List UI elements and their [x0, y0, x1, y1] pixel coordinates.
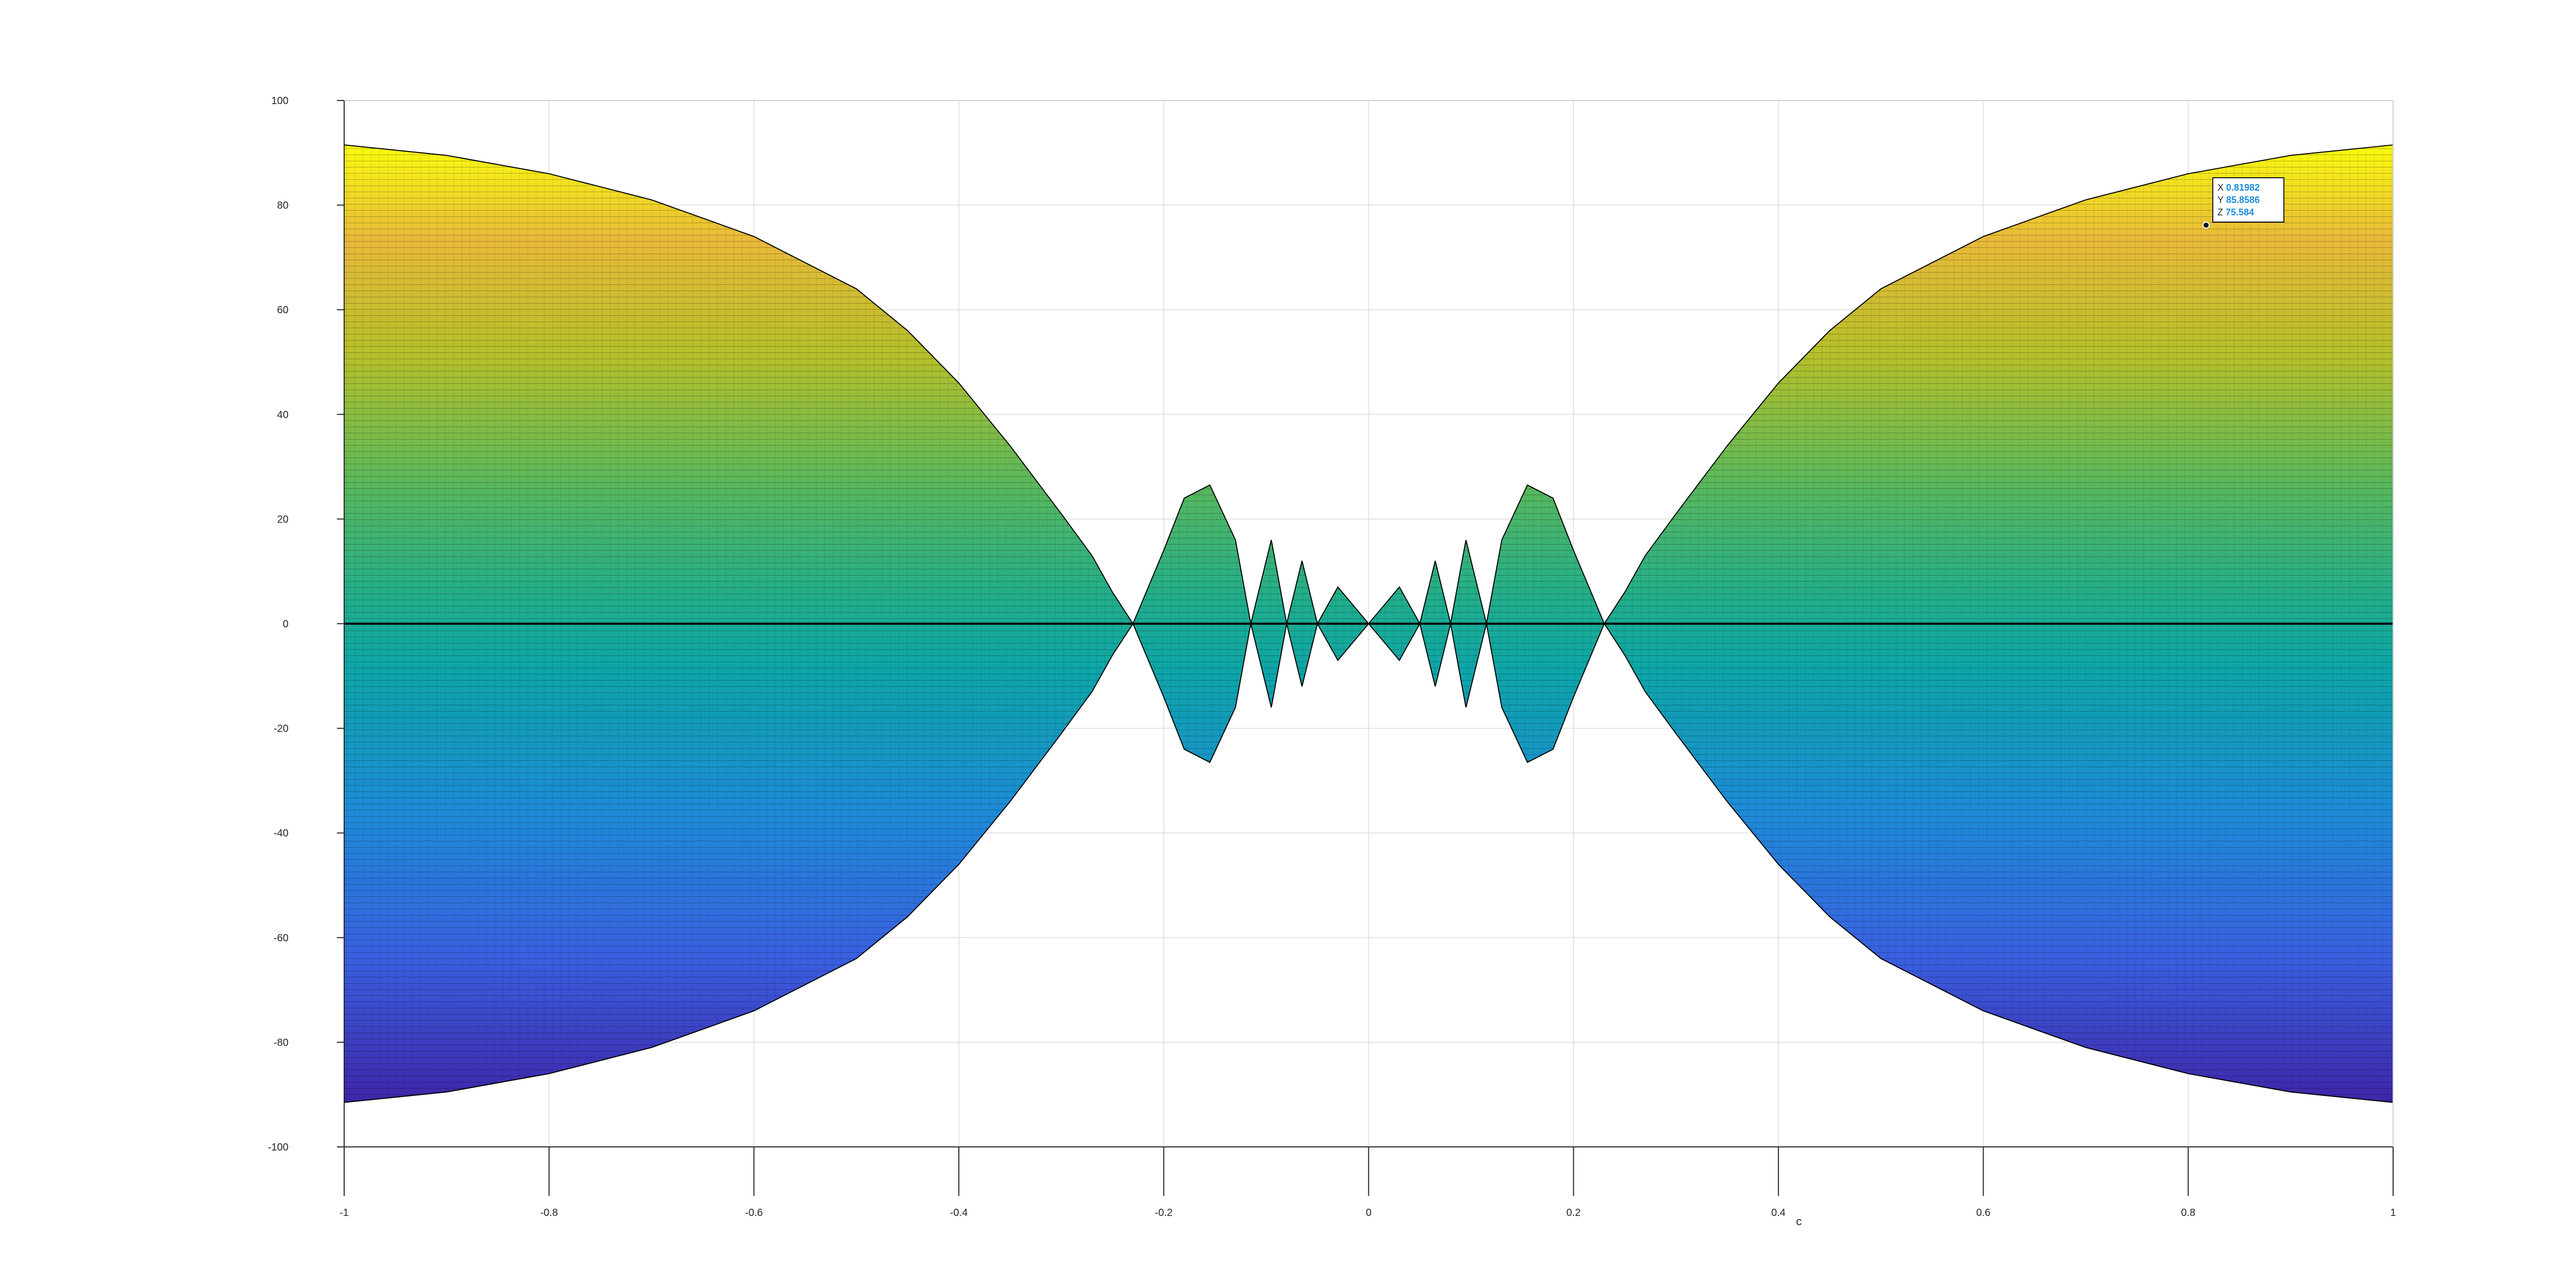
datatip-marker[interactable] [2202, 222, 2210, 229]
datatip-z-value: 75.584 [2226, 207, 2255, 217]
y-tick-label-3: 40 [277, 409, 289, 420]
datatip-y-value: 85.8586 [2226, 195, 2260, 205]
x-tick-label-9: 0.8 [2181, 1207, 2195, 1219]
y-tick-label-4: 20 [277, 514, 289, 525]
x-tick-label-5: 0 [1366, 1207, 1371, 1219]
y-tick-label-0: 100 [272, 95, 289, 107]
surface-envelope [344, 144, 2394, 1103]
y-tick-label-5: 0 [283, 619, 289, 630]
x-axis-ticks: -1 -0.8 -0.6 -0.4 -0.2 0 0.2 0.4 0.6 0.8 1 [340, 1147, 2396, 1219]
x-tick-label-6: 0.2 [1566, 1207, 1581, 1219]
datatip[interactable]: X 0.81982 Y 85.8586 Z 75.584 [2212, 177, 2284, 223]
x-axis-label: c [1796, 1215, 1802, 1228]
datatip-y-label: Y [2217, 195, 2224, 205]
x-tick-label-4: -0.2 [1155, 1207, 1173, 1219]
datatip-x-row: X 0.81982 [2217, 181, 2279, 194]
datatip-x-value: 0.81982 [2226, 182, 2260, 193]
datatip-x-label: X [2217, 182, 2224, 193]
x-tick-label-1: -0.8 [540, 1207, 557, 1219]
x-tick-label-0: -1 [340, 1207, 349, 1219]
y-tick-label-10: -100 [268, 1142, 289, 1153]
x-tick-label-2: -0.6 [745, 1207, 762, 1219]
y-tick-label-2: 60 [277, 304, 289, 316]
x-tick-label-7: 0.4 [1771, 1207, 1786, 1219]
datatip-z-label: Z [2217, 207, 2223, 217]
y-tick-label-6: -20 [274, 723, 289, 735]
y-tick-label-7: -40 [274, 828, 289, 839]
y-tick-label-1: 80 [277, 200, 289, 211]
x-tick-label-3: -0.4 [950, 1207, 968, 1219]
datatip-y-row: Y 85.8586 [2217, 194, 2279, 206]
y-axis-ticks: 100 80 60 40 20 0 -20 -40 -60 -80 -100 [268, 95, 344, 1153]
x-tick-label-8: 0.6 [1976, 1207, 1991, 1219]
datatip-z-row: Z 75.584 [2217, 206, 2279, 218]
y-tick-label-9: -80 [274, 1037, 289, 1048]
y-tick-label-8: -60 [274, 933, 289, 944]
x-tick-label-10: 1 [2390, 1207, 2396, 1219]
